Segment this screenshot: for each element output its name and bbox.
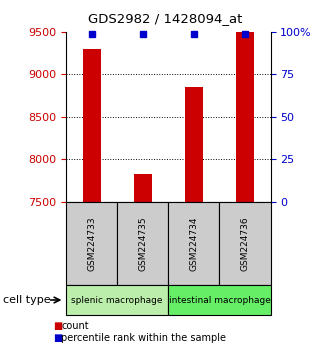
Text: GSM224733: GSM224733 xyxy=(87,216,96,271)
Text: GSM224734: GSM224734 xyxy=(189,216,198,270)
Bar xyxy=(134,174,152,202)
Bar xyxy=(236,32,254,202)
Text: intestinal macrophage: intestinal macrophage xyxy=(169,296,270,304)
Text: GSM224735: GSM224735 xyxy=(138,216,147,271)
Bar xyxy=(82,49,101,202)
Text: cell type: cell type xyxy=(3,295,51,305)
Text: splenic macrophage: splenic macrophage xyxy=(71,296,163,304)
Bar xyxy=(185,87,203,202)
Text: GDS2982 / 1428094_at: GDS2982 / 1428094_at xyxy=(88,12,242,25)
Text: GSM224736: GSM224736 xyxy=(241,216,249,271)
Text: ■: ■ xyxy=(53,333,62,343)
Text: count: count xyxy=(61,321,89,331)
Text: percentile rank within the sample: percentile rank within the sample xyxy=(61,333,226,343)
Text: ■: ■ xyxy=(53,321,62,331)
